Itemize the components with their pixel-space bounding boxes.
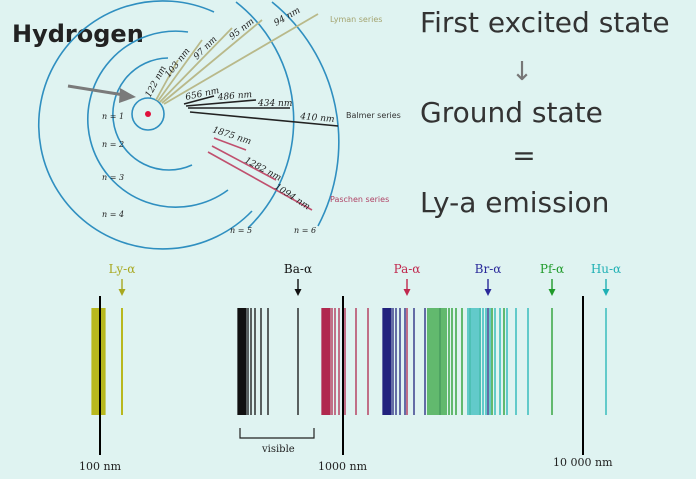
visible-range-bracket — [239, 428, 315, 439]
nucleus — [145, 111, 151, 117]
ground-state-text: Ground state — [420, 96, 603, 129]
series-marker-arrowhead — [294, 289, 302, 296]
pointer-arrow — [67, 84, 125, 97]
level-label-n4: n = 4 — [102, 210, 124, 219]
lyman-line-97 — [159, 27, 233, 103]
orbit-n1 — [131, 97, 165, 131]
paschen-line-1282 — [211, 145, 277, 181]
series-marker-arrowhead — [602, 289, 610, 296]
orbit-n5 — [235, 1, 295, 229]
lyman-line-122 — [155, 59, 179, 101]
first-excited-state-text: First excited state — [420, 6, 670, 39]
series-marker-arrowhead — [118, 289, 126, 296]
balmer-line-410 — [189, 111, 339, 127]
balmer-series-label: Balmer series — [346, 111, 401, 120]
ly-a-emission-text: Ly-a emission — [420, 186, 609, 219]
paschen-label-1094: 1094 nm — [272, 182, 311, 212]
axis-tick-1000nm: 1000 nm — [318, 460, 368, 473]
paschen-series-label: Paschen series — [330, 195, 389, 204]
visible-range-label: visible — [261, 444, 295, 455]
level-label-n1: n = 1 — [102, 112, 124, 121]
lyman-line-103 — [157, 39, 203, 102]
series-marker-arrowhead — [403, 289, 411, 296]
level-label-n2: n = 2 — [102, 140, 124, 149]
down-arrow-icon: ↓ — [511, 57, 533, 87]
axis-tick-10000nm: 10 000 nm — [553, 456, 613, 469]
balmer-label-410: 410 nm — [299, 112, 335, 125]
lyman-label-103: 103 nm — [163, 47, 192, 80]
paschen-line-1094 — [207, 151, 313, 211]
lyman-label-95: 95 nm — [228, 17, 257, 43]
balmer-line-656 — [183, 95, 215, 105]
series-marker-arrowhead — [548, 289, 556, 296]
equals-text: = — [512, 139, 535, 172]
series-marker-label: Ly-α — [109, 262, 136, 276]
balmer-label-434: 434 nm — [257, 99, 292, 109]
series-marker-label: Ba-α — [284, 262, 312, 276]
lyman-series-label: Lyman series — [330, 15, 382, 24]
level-label-n3: n = 3 — [102, 173, 124, 182]
series-marker-label: Pf-α — [540, 262, 564, 276]
pointer-arrow-head — [119, 88, 136, 103]
level-label-n5: n = 5 — [230, 226, 252, 235]
level-label-n6: n = 6 — [294, 226, 316, 235]
orbit-n2 — [112, 57, 193, 171]
paschen-line-1875 — [213, 137, 247, 151]
series-marker-label: Hu-α — [591, 262, 621, 276]
series-marker-label: Br-α — [475, 262, 502, 276]
balmer-label-486: 486 nm — [216, 90, 252, 103]
balmer-line-486 — [185, 99, 257, 107]
lyman-line-95 — [161, 19, 263, 104]
paschen-label-1282: 1282 nm — [243, 156, 283, 184]
lyman-line-94 — [163, 13, 319, 105]
series-marker-label: Pa-α — [394, 262, 421, 276]
series-marker-arrowhead — [484, 289, 492, 296]
orbit-n3 — [87, 30, 229, 208]
emission-spectrum: Ly-α Ba-α Pa-α Br-α Pf-α Hu-α — [91, 262, 621, 455]
axis-tick-100nm: 100 nm — [79, 460, 122, 473]
orbit-n4 — [37, 0, 253, 250]
